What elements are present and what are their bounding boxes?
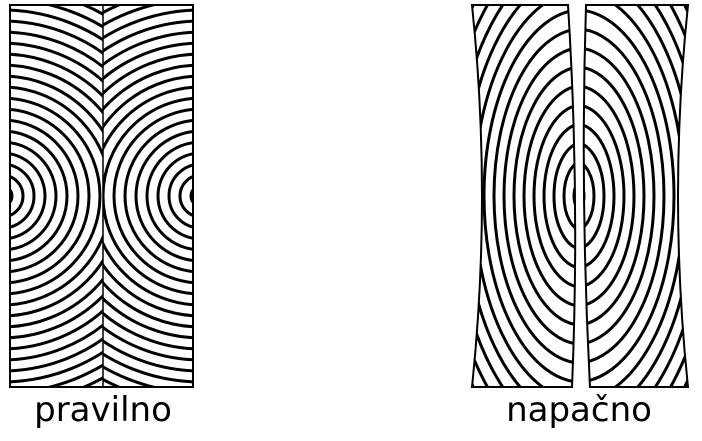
- growth-ring: [583, 27, 666, 365]
- growth-ring: [10, 174, 25, 218]
- growth-ring: [178, 174, 193, 218]
- growth-ring: [583, 122, 616, 270]
- growth-ring: [572, 179, 576, 213]
- growth-ring: [10, 187, 14, 205]
- growth-ring: [189, 187, 193, 205]
- growth-ring: [0, 0, 430, 441]
- growth-ring: [472, 5, 576, 387]
- growth-ring: [156, 152, 193, 240]
- growth-ring: [0, 0, 463, 441]
- growth-ring: [10, 96, 102, 296]
- growth-ring: [0, 0, 464, 441]
- growth-ring: [482, 8, 576, 384]
- growth-ring: [10, 30, 103, 362]
- wrong-caption: napačno: [506, 390, 652, 430]
- growth-ring: [103, 5, 123, 387]
- growth-ring: [0, 0, 507, 441]
- growth-ring: [0, 0, 519, 441]
- growth-ring: [103, 74, 193, 318]
- growth-ring: [10, 163, 36, 229]
- correct-joint-outline: [9, 4, 194, 388]
- growth-ring: [562, 160, 576, 232]
- growth-ring: [583, 103, 626, 289]
- growth-ring: [103, 63, 193, 329]
- growth-ring: [502, 46, 576, 346]
- growth-ring: [532, 103, 576, 289]
- wrong-joint-figure: [470, 4, 690, 388]
- growth-ring: [583, 65, 646, 327]
- growth-ring: [103, 5, 160, 387]
- growth-ring: [10, 8, 103, 384]
- growth-ring: [103, 96, 193, 296]
- growth-ring: [0, 0, 474, 441]
- growth-ring: [167, 163, 193, 229]
- growth-ring: [0, 0, 508, 441]
- growth-ring: [0, 0, 596, 441]
- correct-caption: pravilno: [34, 390, 172, 430]
- growth-ring: [0, 0, 276, 441]
- growth-ring: [10, 141, 58, 251]
- growth-ring: [0, 0, 662, 441]
- growth-ring: [0, 0, 518, 441]
- growth-ring: [492, 27, 576, 365]
- growth-ring: [583, 84, 636, 308]
- growth-ring: [0, 0, 420, 415]
- growth-ring: [145, 141, 193, 251]
- growth-ring: [0, 0, 452, 441]
- growth-ring: [583, 46, 656, 346]
- growth-ring: [0, 0, 530, 441]
- growth-ring: [583, 160, 596, 232]
- right-warped-board-outline: [582, 4, 690, 388]
- growth-ring: [112, 107, 193, 285]
- growth-ring: [134, 129, 193, 263]
- growth-ring: [583, 8, 676, 384]
- growth-ring: [472, 5, 576, 387]
- growth-ring: [512, 65, 576, 327]
- growth-ring: [542, 122, 576, 270]
- left-warped-board-outline: [470, 4, 577, 388]
- left-board-grain: [0, 0, 518, 441]
- growth-ring: [552, 141, 576, 251]
- growth-ring: [583, 5, 688, 387]
- growth-ring: [0, 0, 441, 441]
- growth-ring: [0, 0, 265, 441]
- growth-ring: [583, 141, 606, 251]
- growth-ring: [522, 84, 576, 308]
- growth-ring: [123, 118, 193, 274]
- growth-ring: [0, 0, 475, 441]
- growth-ring: [10, 118, 80, 274]
- growth-ring: [10, 107, 91, 285]
- growth-ring: [0, 0, 453, 441]
- growth-ring: [10, 129, 69, 263]
- growth-ring: [103, 8, 193, 384]
- growth-ring: [10, 152, 47, 240]
